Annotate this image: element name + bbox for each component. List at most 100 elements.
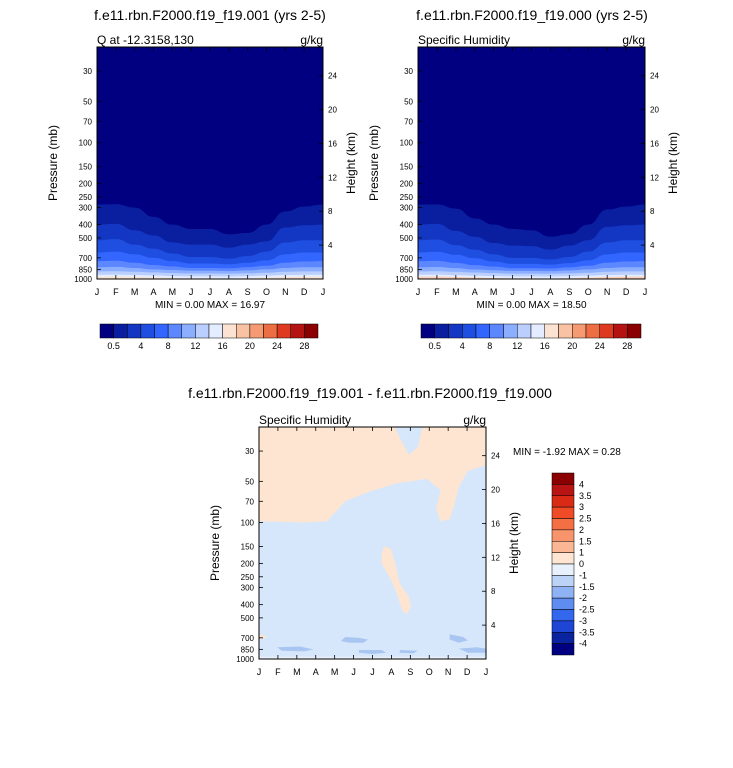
y-tick-label: 700 <box>79 254 93 263</box>
x-tick-label: J <box>484 667 489 677</box>
x-tick-label: M <box>131 287 139 297</box>
left-string: Specific Humidity <box>259 413 351 427</box>
colorbar-swatch <box>551 506 575 519</box>
colorbar-label: 20 <box>245 341 255 351</box>
x-tick-label: J <box>351 667 356 677</box>
colorbar-swatch <box>551 563 575 576</box>
x-tick-label: A <box>472 287 478 297</box>
x-tick-label: N <box>445 667 452 677</box>
x-tick-label: O <box>585 287 592 297</box>
plot-title: f.e11.rbn.F2000.f19_f19.000 (yrs 2-5) <box>416 7 648 23</box>
colorbar-swatch <box>551 597 575 610</box>
x-tick-label: S <box>566 287 572 297</box>
difference-region <box>449 634 468 643</box>
colorbar-label: 2.5 <box>579 514 592 524</box>
x-tick-label: A <box>388 667 394 677</box>
y-tick-label: 70 <box>245 497 254 506</box>
x-tick-label: O <box>426 667 433 677</box>
colorbar-label: -1 <box>579 570 587 580</box>
colorbar-label: -3 <box>579 616 587 626</box>
x-tick-label: D <box>464 667 471 677</box>
difference-region <box>399 650 418 654</box>
height-tick-label: 12 <box>491 553 500 562</box>
colorbar-swatch <box>448 323 463 339</box>
y-tick-label: 200 <box>79 180 93 189</box>
colorbar-swatch <box>551 518 575 531</box>
colorbar-swatch <box>551 632 575 644</box>
colorbar-swatch <box>489 323 504 339</box>
colorbar-swatch <box>558 323 573 339</box>
x-tick-label: J <box>529 287 534 297</box>
x-tick-label: A <box>313 667 319 677</box>
y-tick-label: 150 <box>79 162 93 171</box>
colorbar-swatch <box>154 323 169 339</box>
x-tick-label: J <box>510 287 515 297</box>
y-tick-label: 850 <box>400 265 414 274</box>
y-tick-label: 300 <box>79 204 93 213</box>
colorbar-label: 24 <box>272 341 282 351</box>
y-tick-label: 50 <box>245 477 254 486</box>
y-tick-label: 1000 <box>236 655 254 664</box>
colorbar-swatch <box>551 575 575 587</box>
x-tick-label: N <box>604 287 611 297</box>
colorbar-label: 3.5 <box>579 491 592 501</box>
colorbar-swatch <box>222 323 237 339</box>
colorbar-label: 20 <box>567 341 577 351</box>
x-tick-label: N <box>282 287 289 297</box>
x-tick-label: J <box>416 287 421 297</box>
colorbar-label: 16 <box>218 341 228 351</box>
difference-region <box>340 636 368 643</box>
contour-fills <box>418 47 645 279</box>
y-tick-label: 70 <box>83 117 92 126</box>
height-axis-label: Height (km) <box>507 512 521 574</box>
height-tick-label: 8 <box>491 587 496 596</box>
panel-model-001: J F M A M J J A S O N D J 30 50 70 100 150 200 250 300 400 500… <box>46 7 358 351</box>
x-tick-label: J <box>95 287 100 297</box>
colorbar-label: 0 <box>579 559 584 569</box>
colorbar-label: 0.5 <box>107 341 120 351</box>
y-tick-label: 50 <box>404 97 413 106</box>
colorbar-swatch <box>503 323 518 339</box>
colorbar-swatch <box>544 323 559 339</box>
height-tick-label: 20 <box>491 486 500 495</box>
height-tick-label: 24 <box>650 72 659 81</box>
colorbar-swatch <box>249 323 264 339</box>
difference-region <box>259 427 486 523</box>
colorbar-label: 4 <box>460 341 465 351</box>
height-tick-label: 16 <box>491 519 500 528</box>
height-tick-label: 8 <box>328 207 333 216</box>
colorbar-label: -4 <box>579 639 587 649</box>
x-tick-label: J <box>370 667 375 677</box>
height-tick-label: 8 <box>650 207 655 216</box>
difference-region <box>458 647 486 653</box>
min-max-label: MIN = 0.00 MAX = 18.50 <box>476 300 586 311</box>
colorbar-swatch <box>140 323 155 339</box>
y-tick-label: 1000 <box>74 275 92 284</box>
colorbar-swatch <box>572 323 587 339</box>
colorbar-swatch <box>181 323 196 339</box>
y-tick-label: 700 <box>400 254 414 263</box>
x-tick-label: M <box>452 287 460 297</box>
x-tick-label: O <box>263 287 270 297</box>
colorbar-swatch <box>420 323 435 339</box>
right-string: g/kg <box>300 33 323 47</box>
colorbar-label: 8 <box>166 341 171 351</box>
left-string: Q at -12.3158,130 <box>97 33 194 47</box>
panel-model-000: J F M A M J J A S O N D J 30 50 70 100 150 200 250 300 400 500… <box>367 7 680 351</box>
height-tick-label: 24 <box>328 72 337 81</box>
y-tick-label: 250 <box>400 193 414 202</box>
x-tick-label: F <box>434 287 440 297</box>
y-tick-label: 150 <box>400 162 414 171</box>
colorbar-label: 1 <box>579 548 584 558</box>
left-string: Specific Humidity <box>418 33 510 47</box>
contour-fills <box>97 47 323 279</box>
y-tick-label: 50 <box>83 97 92 106</box>
y-tick-label: 150 <box>241 542 255 551</box>
colorbar-label: 24 <box>595 341 605 351</box>
x-tick-label: S <box>407 667 413 677</box>
colorbar-label: -1.5 <box>579 582 595 592</box>
colorbar-label: 12 <box>512 341 522 351</box>
y-tick-label: 500 <box>79 234 93 243</box>
height-axis-label: Height (km) <box>666 132 680 194</box>
y-axis-label: Pressure (mb) <box>208 505 222 581</box>
